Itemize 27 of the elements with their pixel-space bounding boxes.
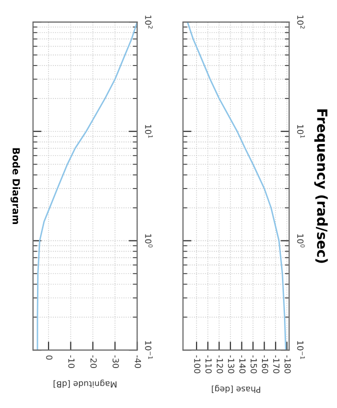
y-tick-label: 10$^{1}$ [297, 124, 305, 138]
x-axis-title: Magnitude [dB] [54, 380, 116, 388]
x-tick-label: -160 [262, 355, 268, 374]
x-axis-title: Phase [deg] [212, 384, 260, 394]
y-tick-label: 10$^{0}$ [145, 234, 153, 248]
x-tick-label: -170 [273, 355, 280, 374]
y-tick-label: 10$^{2}$ [145, 16, 153, 29]
x-tick-label: -10 [68, 355, 75, 368]
y-tick-label: 10$^{2}$ [297, 16, 305, 29]
x-tick-label: -150 [250, 355, 257, 374]
y-axis-title: Frequency (rad/sec) [314, 109, 328, 263]
x-tick-label: -110 [205, 355, 212, 374]
x-tick-label: -120 [216, 355, 224, 374]
x-tick-label: -180 [284, 355, 291, 374]
x-tick-label: 0 [46, 355, 52, 360]
x-tick-label: -140 [239, 355, 246, 374]
line-series [186, 22, 286, 350]
x-tick-label: -130 [228, 355, 234, 374]
text: Bode Diagram [10, 148, 20, 224]
y-tick-label: 10$^{−1}$ [145, 341, 153, 360]
y-tick-label: 10$^{0}$ [297, 234, 305, 248]
x-tick-label: -100 [194, 355, 200, 374]
x-tick-label: -20 [90, 355, 97, 368]
y-tick-label: 10$^{1}$ [145, 124, 153, 138]
x-tick-label: -40 [134, 355, 142, 368]
x-tick-label: -30 [112, 355, 119, 368]
y-tick-label: 10$^{−1}$ [297, 341, 305, 360]
